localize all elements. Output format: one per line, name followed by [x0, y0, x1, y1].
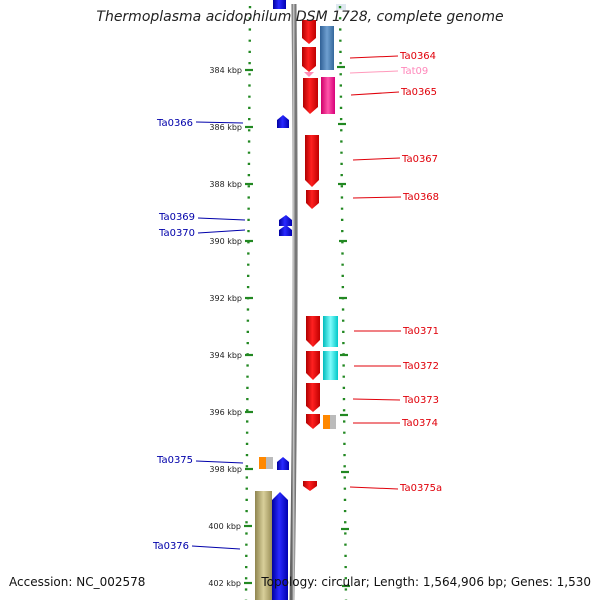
- reverse-cds-ta0370: [279, 225, 292, 236]
- outer-major-ticks: [337, 65, 350, 588]
- accession-text: Accession: NC_002578: [9, 575, 146, 589]
- gene-label-ta0375[interactable]: Ta0375: [156, 455, 193, 466]
- tick-label: 390 kbp: [209, 237, 242, 246]
- reverse-cds-ta0369: [279, 215, 292, 226]
- forward-cds-upper: [302, 20, 316, 44]
- reverse-cds-ta0366: [277, 115, 289, 128]
- forward-cds-ta0367: [305, 135, 319, 187]
- gene-label-ta0365[interactable]: Ta0365: [400, 87, 437, 98]
- gene-label-ta0370[interactable]: Ta0370: [158, 228, 195, 239]
- page-title: Thermoplasma acidophilum DSM 1728, compl…: [96, 9, 504, 25]
- gene-label-ta0367[interactable]: Ta0367: [401, 154, 438, 165]
- cog-box-grey: [266, 457, 273, 469]
- cog-box-grey-2: [330, 415, 336, 429]
- tick-label: 396 kbp: [209, 408, 242, 417]
- tick-label: 402 kbp: [208, 579, 241, 588]
- tick-label: 386 kbp: [209, 123, 242, 132]
- reverse-cds-top: [273, 0, 286, 9]
- gene-label-tat09[interactable]: Tat09: [400, 66, 428, 77]
- gene-label-ta0368[interactable]: Ta0368: [402, 192, 439, 203]
- genome-backbone: [289, 3, 298, 600]
- gene-label-ta0371[interactable]: Ta0371: [402, 326, 439, 337]
- forward-cds-ta0375a: [303, 481, 317, 491]
- tick-label: 392 kbp: [209, 294, 242, 303]
- tick-label: 394 kbp: [209, 351, 242, 360]
- gene-label-ta0364[interactable]: Ta0364: [399, 51, 436, 62]
- cog-box-orange: [259, 457, 266, 469]
- forward-cds-ta0364: [302, 47, 316, 72]
- cog-box-orange-2: [323, 415, 330, 429]
- forward-cds-ta0373: [306, 383, 320, 412]
- inner-tick-ring: [244, 5, 252, 600]
- gene-label-ta0372[interactable]: Ta0372: [402, 361, 439, 372]
- gene-label-ta0375a[interactable]: Ta0375a: [399, 483, 442, 494]
- forward-cds-ta0368: [306, 190, 319, 209]
- genome-summary-text: Topology: circular; Length: 1,564,906 bp…: [261, 575, 591, 589]
- tick-label: 384 kbp: [209, 66, 242, 75]
- cog-box-steel: [320, 26, 334, 70]
- tick-label: 398 kbp: [209, 465, 242, 474]
- forward-cds-ta0371: [306, 316, 320, 347]
- cog-box-tan: [255, 491, 272, 600]
- forward-cds-ta0374: [306, 414, 320, 429]
- cog-box-pink: [321, 77, 335, 114]
- forward-rna-tat09: [304, 72, 314, 77]
- tick-label: 400 kbp: [208, 522, 241, 531]
- gene-label-ta0369[interactable]: Ta0369: [158, 212, 195, 223]
- forward-cds-ta0365: [303, 78, 318, 114]
- gene-label-ta0374[interactable]: Ta0374: [401, 418, 438, 429]
- gene-label-ta0373[interactable]: Ta0373: [402, 395, 439, 406]
- gene-label-ta0366[interactable]: Ta0366: [156, 118, 193, 129]
- cog-box-cyan-1: [323, 316, 338, 347]
- reverse-cds-ta0376: [272, 492, 288, 600]
- reverse-cds-ta0375: [277, 457, 289, 470]
- outer-tick-ring: [338, 5, 348, 600]
- cog-box-cyan-2: [323, 351, 338, 380]
- inner-major-ticks: [244, 68, 253, 585]
- gene-label-ta0376[interactable]: Ta0376: [152, 541, 189, 552]
- forward-cds-ta0372: [306, 351, 320, 380]
- tick-label: 388 kbp: [209, 180, 242, 189]
